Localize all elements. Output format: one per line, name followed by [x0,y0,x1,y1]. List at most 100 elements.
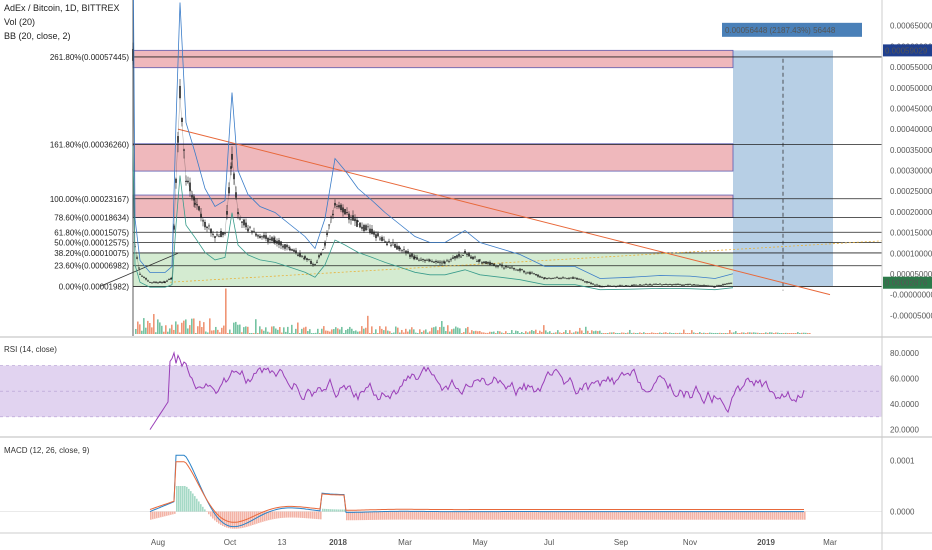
macd-histogram-bar [414,511,416,520]
price-axis-tick: 0.00050000 [890,84,932,93]
volume-bar [693,332,695,334]
candle-body [282,245,284,248]
candle-body [544,277,546,279]
volume-bar [575,331,577,334]
volume-bar [793,333,795,334]
volume-bar [231,333,233,334]
candle-body [472,256,474,260]
macd-histogram-bar [230,511,232,529]
candle-body [631,284,633,287]
candle-body [722,284,724,286]
volume-bar [283,327,285,334]
candle-body [373,231,375,235]
macd-histogram-bar [226,511,228,528]
candle-body [697,284,699,286]
volume-bar [653,332,655,334]
candle-body [705,285,707,287]
volume-bar [419,329,421,334]
volume-bar [329,331,331,334]
volume-bar [367,315,369,334]
macd-histogram-bar [738,511,740,520]
volume-bar [513,333,515,334]
macd-histogram-bar [396,511,398,520]
volume-bar [667,333,669,334]
volume-bar [173,329,175,334]
candle-body [304,256,306,259]
volume-bar [787,333,789,334]
candle-body [159,281,161,283]
volume-bar [411,327,413,334]
fibonacci-level-label: 261.80%(0.00057445) [50,53,130,62]
volume-bar [527,332,529,334]
volume-bar [357,331,359,334]
macd-histogram-bar [778,511,780,520]
candle-body [669,284,671,285]
candle-body [707,285,709,287]
candle-body [443,261,445,264]
macd-histogram-bar [194,496,196,512]
candle-body [478,259,480,262]
candle-body [639,284,641,286]
candle-body [429,260,431,261]
macd-histogram-bar [690,511,692,520]
candle-body [560,277,562,279]
macd-histogram-bar [152,511,154,520]
candle-body [653,283,655,285]
fibonacci-zone [132,49,734,69]
macd-histogram-bar [500,511,502,520]
macd-histogram-bar [716,511,718,520]
volume-bar [213,330,215,334]
volume-bar [771,332,773,334]
volume-bar [633,332,635,334]
candle-body [306,258,308,260]
candle-body [431,261,433,263]
macd-histogram-bar [558,511,560,520]
price-pane[interactable]: 261.80%(0.00057445) 161.80%(0.00036260) 10… [50,0,883,336]
candle-body [164,281,166,284]
macd-histogram-bar [792,511,794,520]
macd-histogram-bar [170,511,172,515]
candle-body [245,222,247,228]
volume-bar [503,333,505,334]
macd-histogram-bar [504,511,506,520]
measure-label: 0.00056448 (2187.43%) 56448 [725,26,836,35]
volume-bar [343,333,345,334]
macd-histogram-bar [548,511,550,520]
volume-bar [279,326,281,334]
volume-bar [195,333,197,334]
macd-histogram-bar [556,511,558,520]
volume-bar [165,325,167,334]
volume-bar [447,325,449,334]
macd-histogram-bar [474,511,476,520]
macd-histogram-bar [640,511,642,520]
volume-bar [327,330,329,334]
volume-bar [291,324,293,334]
volume-bar [199,320,201,334]
candle-body [198,206,200,211]
candle-body [572,277,574,279]
volume-bar [687,333,689,334]
volume-bar [557,330,559,334]
volume-bar [639,332,641,334]
macd-histogram-bar [774,511,776,520]
macd-histogram-bar [440,511,442,520]
macd-histogram-bar [580,511,582,520]
volume-bar [619,333,621,334]
volume-bar [301,328,303,334]
candle-body [613,285,615,287]
current-price-tag [883,44,932,57]
macd-histogram-bar [572,511,574,520]
macd-histogram-bar [642,511,644,520]
macd-histogram-bar [350,511,352,521]
macd-histogram-bar [368,511,370,520]
macd-histogram-bar [244,511,246,528]
macd-histogram-bar [340,509,342,512]
macd-histogram-bar [682,511,684,520]
candle-body [558,278,560,280]
fibonacci-level-label: 61.80%(0.00015075) [54,228,129,237]
candle-body [414,256,416,259]
macd-histogram-bar [346,511,348,521]
macd-histogram-bar [696,511,698,520]
macd-histogram-bar [692,511,694,520]
